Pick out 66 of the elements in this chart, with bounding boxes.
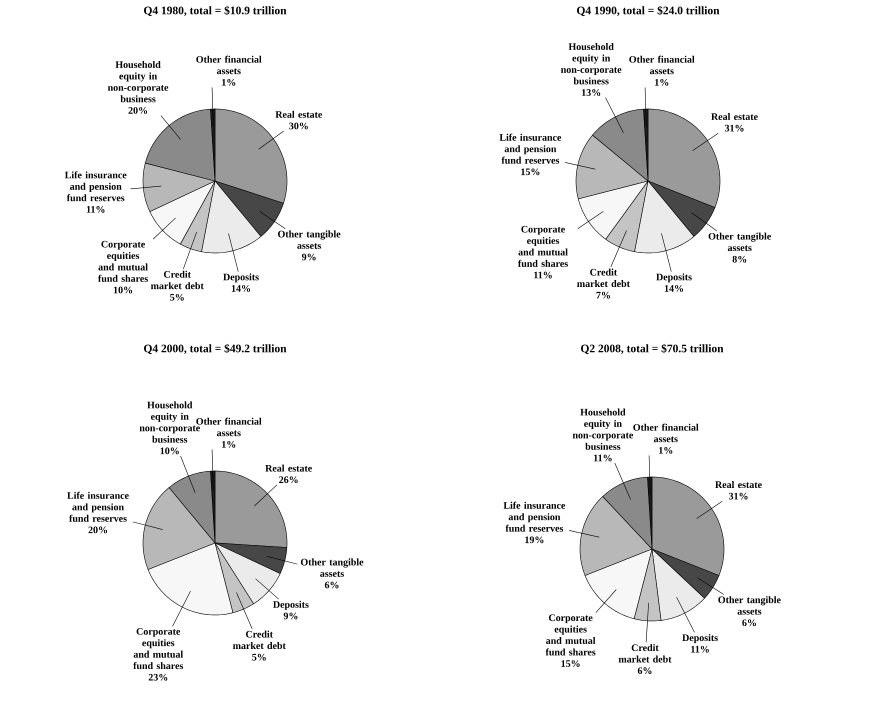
slice-label: Deposits: [273, 600, 309, 610]
slice-label: Other financial assets: [633, 424, 699, 442]
slice-label: Deposits: [656, 273, 692, 282]
chart-title: Q4 1990, total = $24.0 trillion: [577, 6, 720, 16]
data-label: 11%: [594, 454, 612, 462]
slice-label: Life insurance and pension fund reserves: [504, 502, 566, 532]
chart-title: Q2 2008, total = $70.5 trillion: [581, 344, 724, 354]
data-label: 10%: [160, 448, 179, 454]
slice-label: Real estate: [265, 464, 312, 472]
data-label: 31%: [728, 492, 748, 500]
data-label: 1%: [222, 78, 236, 86]
data-label: 31%: [724, 124, 744, 132]
data-label: 5%: [170, 294, 184, 301]
data-label: 11%: [534, 272, 552, 278]
data-label: 6%: [742, 619, 756, 626]
slice-label: Life insurance and pension fund reserves: [64, 171, 126, 202]
data-label: 13%: [582, 89, 600, 96]
slice-label: Household equity in non-corporate business: [561, 43, 622, 84]
slice-label: Corporate equities and mutual fund shares: [98, 240, 148, 282]
data-label: 1%: [659, 446, 672, 454]
slice-label: Credit market debt: [618, 644, 672, 663]
data-label: 9%: [284, 612, 298, 620]
slice-label: Other financial assets: [196, 56, 262, 74]
slice-label: Corporate equities and mutual fund shares: [518, 226, 568, 267]
data-label: 11%: [86, 206, 104, 213]
data-label: 30%: [289, 122, 308, 130]
slice-label: Other tangible assets: [300, 558, 364, 577]
slice-label: Other tangible assets: [708, 232, 771, 252]
slice-label: Credit market debt: [577, 268, 630, 288]
slice-label: Corporate equities and mutual fund shares: [546, 614, 596, 656]
slice-label: Other tangible assets: [278, 230, 340, 249]
data-label: 7%: [596, 292, 610, 299]
slice-label: Other tangible assets: [718, 596, 781, 615]
chart-title: Q4 2000, total = $49.2 trillion: [144, 344, 286, 354]
slice-label: Life insurance and pension fund reserves: [500, 134, 562, 164]
data-label: 26%: [279, 476, 298, 484]
data-label: 1%: [222, 440, 236, 448]
slice-label: Real estate: [711, 113, 758, 120]
data-label: 5%: [252, 654, 266, 661]
data-label: 9%: [302, 254, 316, 260]
data-label: 1%: [655, 78, 668, 86]
data-label: 19%: [525, 536, 544, 544]
slice-label: Credit market debt: [150, 270, 204, 290]
slice-label: Household equity in non-corporate business: [108, 60, 168, 102]
slice-label: Deposits: [223, 273, 259, 282]
slice-label: Household equity in non-corporate business: [572, 408, 634, 450]
data-label: 14%: [232, 285, 250, 292]
data-label: 10%: [114, 286, 132, 294]
data-label: 23%: [148, 674, 168, 681]
slice-label: Other financial assets: [629, 56, 695, 74]
data-label: 20%: [128, 107, 148, 114]
slice-label: Life insurance and pension fund reserves: [67, 492, 129, 522]
data-label: 6%: [638, 667, 652, 674]
data-label: 20%: [88, 526, 108, 534]
slice-label: Deposits: [682, 634, 718, 644]
data-label: 15%: [521, 168, 540, 176]
chart-title: Q4 1980, total = $10.9 trillion: [144, 6, 286, 16]
data-label: 11%: [691, 646, 709, 653]
slice-label: Corporate equities and mutual fund shares: [133, 628, 184, 670]
data-label: 6%: [324, 582, 339, 588]
slice-label: Real estate: [715, 481, 762, 488]
data-label: 8%: [732, 256, 746, 263]
data-label: 15%: [561, 660, 580, 667]
slice-label: Credit market debt: [232, 630, 286, 650]
slice-label: Real estate: [275, 110, 322, 118]
data-label: 14%: [664, 285, 684, 292]
